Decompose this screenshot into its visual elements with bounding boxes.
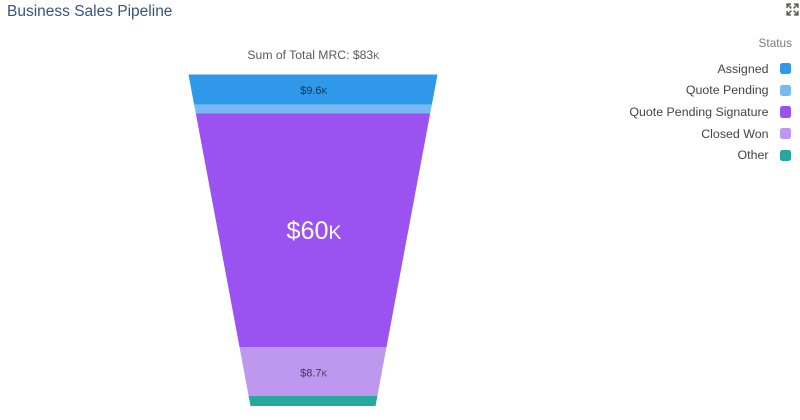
svg-text:Sum of Total MRC: $83K: Sum of Total MRC: $83K bbox=[247, 48, 380, 62]
svg-text:$8.7K: $8.7K bbox=[300, 367, 327, 379]
svg-text:$9.6K: $9.6K bbox=[300, 85, 327, 97]
svg-text:$60K: $60K bbox=[287, 217, 342, 245]
